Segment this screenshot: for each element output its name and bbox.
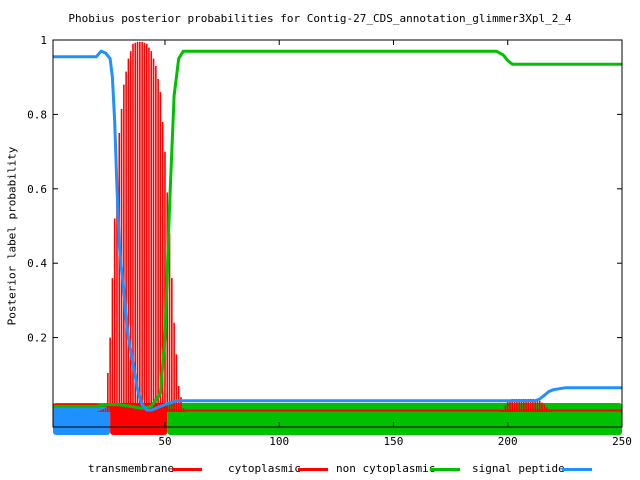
x-tick-label: 100 (269, 435, 289, 448)
series-line-non-cytoplasmic (53, 49, 622, 410)
y-tick-label: 1 (40, 34, 47, 47)
y-tick-label: 0.2 (27, 332, 47, 345)
x-tick-label: 50 (158, 435, 171, 448)
series-line-signal-peptide (53, 49, 622, 412)
legend-swatch-cytoplasmic (298, 468, 328, 471)
legend-label-non-cytoplasmic: non cytoplasmic (336, 462, 436, 475)
x-tick-label: 150 (384, 435, 404, 448)
legend-label-signal-peptide: signal peptide (472, 462, 565, 475)
y-tick-label: 0.8 (27, 108, 47, 121)
legend-swatch-signal-peptide (562, 468, 592, 471)
legend: transmembrane cytoplasmic non cytoplasmi… (0, 462, 640, 476)
x-tick-label: 250 (612, 435, 632, 448)
y-tick-label: 0.6 (27, 183, 47, 196)
x-tick-label: 200 (498, 435, 518, 448)
track-segment-2 (167, 403, 623, 435)
legend-label-transmembrane: transmembrane (88, 462, 175, 475)
y-tick-label: 0.4 (27, 257, 47, 270)
legend-swatch-non-cytoplasmic (430, 468, 460, 471)
legend-swatch-transmembrane (172, 468, 202, 471)
chart-title: Phobius posterior probabilities for Cont… (68, 12, 572, 25)
plot-frame (52, 39, 623, 428)
legend-label-cytoplasmic: cytoplasmic (228, 462, 301, 475)
series-line-cytoplasmic (53, 403, 622, 412)
